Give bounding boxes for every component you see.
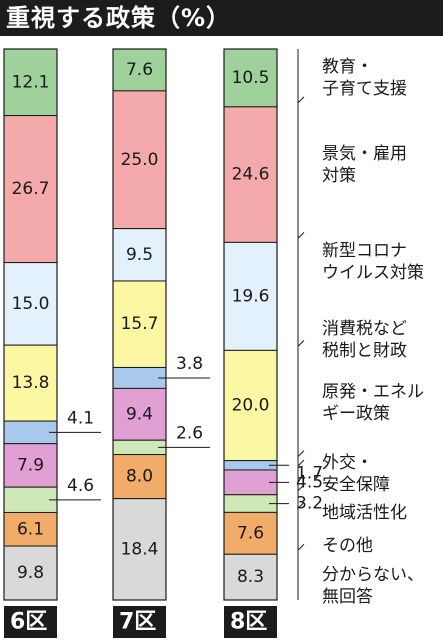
value-label-3-3: 19.6 [232,286,270,306]
bar-segment-2-3 [112,228,167,282]
value-label-3-8: 7.6 [237,523,264,543]
category-label-7: 地域活性化 [322,503,407,523]
legend-divider-7 [297,502,305,509]
category-label-9-line1: 分からない、 [322,565,424,585]
category-label-1-line1: 教育・ [322,57,373,77]
legend-divider-1 [297,96,305,104]
category-label-3-line1: 新型コロナ [322,241,407,261]
value-label-2-3: 9.5 [126,245,153,265]
bar-segment-3-4 [223,349,278,462]
district-box-3 [224,606,277,638]
value-label-2-9: 18.4 [121,539,159,559]
value-label-1-2: 26.7 [12,179,50,199]
value-label-1-1: 12.1 [12,72,50,92]
bar-segment-2-9 [112,498,167,601]
district-label-2: 7区 [119,610,156,635]
value-label-1-9: 9.8 [17,563,44,583]
bar-segment-3-6 [223,469,278,496]
bar-frame-2 [112,48,167,601]
value-label-1-3: 15.0 [12,294,50,314]
value-label-3-4: 20.0 [232,395,270,415]
legend-divider-4 [297,450,305,457]
category-label-9-line2: 無回答 [322,587,373,607]
value-label-3-6: 4.5 [296,472,323,492]
value-label-2-4: 15.7 [121,314,159,334]
value-label-3-2: 24.6 [232,165,270,185]
category-label-4-line1: 消費税など [322,319,407,339]
value-label-2-2: 25.0 [121,150,159,170]
category-label-1-line2: 子育て支援 [322,79,407,99]
category-label-4-line2: 税制と財政 [322,341,407,361]
bar-segment-1-4 [3,344,58,422]
value-label-1-7: 4.6 [67,476,94,496]
value-label-3-1: 10.5 [232,68,270,88]
category-label-6-line2: 安全保障 [322,475,390,495]
category-label-2-line2: 対策 [322,166,356,186]
value-label-2-8: 8.0 [126,467,153,487]
legend-divider-5 [297,459,305,467]
bar-segment-3-1 [223,48,278,108]
value-label-2-7: 2.6 [176,423,203,443]
district-label-3: 8区 [230,610,267,635]
district-box-2 [113,606,166,638]
value-label-1-6: 7.9 [17,455,44,475]
legend-divider-2 [297,232,305,239]
bar-segment-1-9 [3,545,58,601]
value-label-2-6: 9.4 [126,404,153,424]
value-label-3-7: 3.2 [296,494,323,514]
value-label-2-5: 3.8 [176,354,203,374]
bar-segment-1-8 [3,511,58,547]
category-label-6-line1: 外交・ [322,453,373,473]
legend-divider-8 [297,543,305,551]
value-label-1-8: 6.1 [17,519,44,539]
chart-title: 重視する政策（%） [6,4,232,32]
value-label-3-9: 8.3 [237,567,264,587]
bar-segment-3-9 [223,553,278,601]
bar-segment-2-2 [112,90,167,230]
value-label-1-4: 13.8 [12,373,50,393]
chart-title-bar: 重視する政策（%） [0,0,443,36]
category-label-2-line1: 景気・雇用 [322,144,407,164]
district-box-1 [4,606,57,638]
value-label-1-5: 4.1 [67,408,94,428]
legend-divider-6 [297,484,305,492]
value-label-2-1: 7.6 [126,60,153,80]
bar-segment-3-2 [223,106,278,243]
bar-frame-3 [223,48,278,601]
category-label-5-line1: 原発・エネル [322,382,424,402]
category-label-8: その他 [322,536,373,556]
value-label-3-5: 1.7 [296,463,323,483]
category-label-3-line2: ウイルス対策 [322,263,424,283]
category-label-5-line2: ギー政策 [322,404,390,424]
district-label-1: 6区 [10,610,47,635]
bar-frame-1 [3,48,58,601]
bar-segment-2-4 [112,280,167,368]
legend-divider-3 [297,340,305,347]
bar-segment-2-1 [112,48,167,92]
